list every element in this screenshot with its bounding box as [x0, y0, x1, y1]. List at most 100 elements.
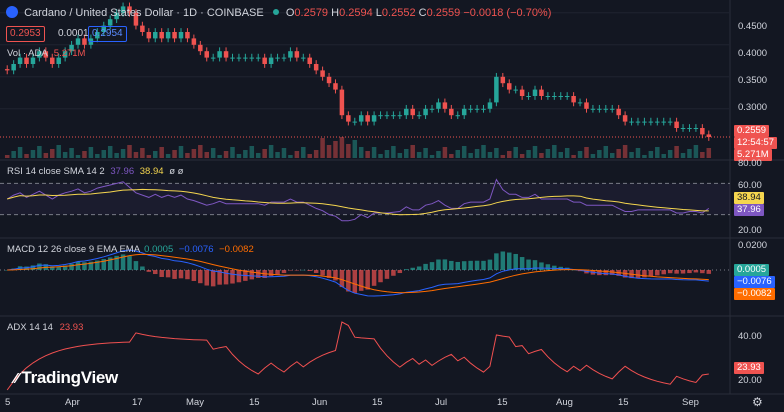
- volume-bar: [667, 150, 673, 158]
- bid-button[interactable]: 0.2953: [6, 26, 45, 42]
- rsi-tick-20: 20.00: [738, 225, 762, 236]
- volume-bar: [11, 151, 16, 158]
- volume-bar: [513, 147, 518, 158]
- volume-bar: [526, 150, 531, 158]
- volume-bar: [268, 145, 274, 158]
- macd-tick-0: 0.0200: [738, 240, 768, 251]
- candle: [307, 57, 312, 64]
- candle: [442, 102, 448, 109]
- macd-histogram-bar: [95, 260, 100, 270]
- volume-bar: [468, 153, 473, 158]
- macd-histogram-bar: [320, 270, 325, 276]
- candle: [243, 57, 248, 59]
- volume-bar: [288, 155, 293, 158]
- candle: [584, 102, 589, 109]
- candle: [153, 32, 158, 39]
- candle: [95, 32, 100, 39]
- volume-bar: [43, 153, 49, 158]
- macd-histogram-bar: [127, 256, 132, 270]
- volume-bar: [584, 147, 589, 158]
- volume-bar: [75, 155, 81, 158]
- macd-value: −0.0076: [178, 244, 214, 255]
- macd-histogram-bar: [114, 255, 119, 270]
- macd-histogram-bar: [397, 270, 403, 274]
- candle: [114, 12, 119, 20]
- candle: [204, 51, 209, 58]
- macd-histogram-bar: [56, 266, 61, 270]
- candle: [500, 76, 506, 84]
- candle: [648, 121, 654, 123]
- volume-bar: [539, 153, 544, 158]
- ohlc-high: 0.2594: [339, 7, 373, 19]
- macd-histogram-bar: [423, 263, 428, 270]
- candle: [680, 128, 686, 129]
- rsi-legend: RSI 14 close SMA 14 2 37.96 38.94 ø ø: [7, 166, 183, 177]
- rsi-sma-line: [7, 188, 709, 216]
- volume-bar: [577, 151, 583, 158]
- macd-histogram-bar: [146, 270, 152, 272]
- volume-bar: [37, 146, 42, 158]
- candle: [133, 12, 139, 26]
- macd-histogram-bar: [597, 270, 602, 276]
- candle: [178, 32, 184, 39]
- volume-bar: [333, 141, 338, 158]
- macd-histogram-bar: [365, 270, 370, 290]
- ohlc-open: 0.2579: [294, 7, 329, 19]
- volume-bar: [404, 149, 409, 158]
- candle: [487, 102, 493, 109]
- candle: [558, 96, 563, 97]
- ohlc-c-label: C: [418, 7, 427, 19]
- macd-histogram-bar: [107, 257, 113, 270]
- volume-bar: [339, 137, 345, 158]
- candle: [539, 89, 544, 96]
- volume-bar: [384, 150, 390, 158]
- symbol-title[interactable]: Cardano / United States Dollar · 1D · CO…: [24, 7, 264, 19]
- volume-bar: [107, 146, 113, 158]
- candle: [288, 51, 293, 58]
- volume-bar: [275, 152, 280, 158]
- adx-tick-20: 20.00: [738, 375, 762, 386]
- volume-bar: [635, 148, 641, 158]
- volume-bar: [165, 154, 171, 158]
- volume-bar: [95, 154, 100, 158]
- volume-bar: [56, 145, 61, 158]
- candle: [622, 115, 628, 122]
- macd-histogram-bar: [313, 270, 319, 273]
- time-tick: Sep: [682, 397, 699, 408]
- macd-histogram-bar: [294, 270, 300, 271]
- volume-bar: [133, 152, 139, 158]
- macd-histogram-bar: [655, 270, 660, 276]
- candle: [333, 83, 338, 90]
- macd-histogram-bar: [24, 266, 29, 270]
- ask-button[interactable]: 0.2954: [88, 26, 127, 42]
- macd-histogram-bar: [268, 270, 274, 277]
- macd-histogram-bar: [223, 270, 229, 285]
- time-tick: Jul: [435, 397, 448, 408]
- volume-bar: [24, 154, 29, 158]
- macd-histogram-bar: [661, 270, 666, 275]
- macd-histogram-bar: [519, 257, 525, 270]
- volume-bar: [301, 147, 306, 158]
- candle: [191, 38, 197, 45]
- macd-histogram-bar: [507, 252, 512, 270]
- candle: [223, 51, 229, 58]
- candle: [616, 108, 621, 116]
- settings-gear-icon[interactable]: ⚙: [752, 395, 763, 409]
- macd-legend: MACD 12 26 close 9 EMA EMA 0.0005 −0.007…: [7, 244, 254, 255]
- macd-histogram-bar: [513, 253, 518, 270]
- tradingview-logo[interactable]: ⁄⁄ TradingView: [14, 368, 118, 388]
- macd-histogram-bar: [140, 266, 145, 270]
- macd-histogram-bar: [461, 261, 467, 270]
- volume-bar: [172, 150, 177, 158]
- volume-bar: [455, 150, 461, 158]
- macd-histogram-bar: [307, 270, 312, 272]
- candle: [507, 83, 512, 90]
- candle: [404, 108, 409, 116]
- volume-bar: [371, 147, 377, 158]
- volume-bar: [4, 155, 10, 158]
- volume-bar: [674, 146, 679, 158]
- time-axis[interactable]: 5 Apr 17 May 15 Jun 15 Jul 15 Aug 15 Sep: [0, 394, 730, 412]
- candle: [687, 128, 692, 129]
- volume-bar: [69, 148, 74, 158]
